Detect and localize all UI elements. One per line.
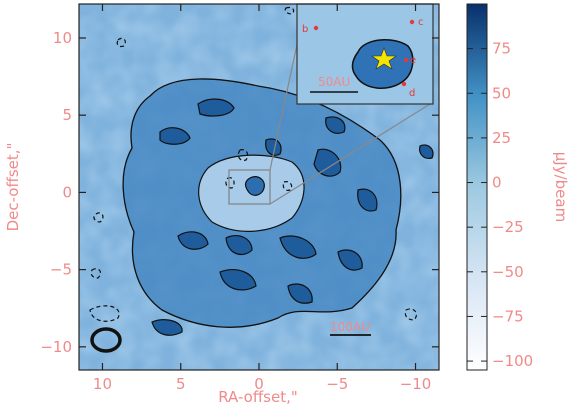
scale-bar-label: 100AU: [330, 320, 370, 334]
x-tick-label: −5: [326, 375, 348, 393]
inset-point-c: [409, 19, 415, 25]
inset-label-b: b: [302, 24, 308, 35]
x-tick-label: −10: [400, 375, 432, 393]
colorbar-gradient: [466, 3, 488, 371]
negative-contours: [89, 6, 418, 322]
zoom-box: [228, 169, 271, 205]
inset-scale-label: 50AU: [318, 75, 350, 89]
colorbar-tick-label: 50: [492, 84, 511, 102]
x-tick-label: 10: [93, 375, 112, 393]
colorbar-tick-label: 75: [492, 40, 511, 58]
colorbar-title: μJy/beam: [552, 152, 570, 222]
y-axis-title: Dec-offset,": [4, 143, 22, 232]
inset-label-d: d: [409, 88, 415, 99]
inset-panel: b c e d 50AU: [296, 3, 434, 105]
star-marker: [371, 47, 397, 70]
zoom-connector-top: [269, 39, 299, 171]
y-tick-label: 0: [62, 183, 72, 201]
inset-point-b: [313, 25, 319, 31]
colorbar-tick-label: −50: [492, 263, 524, 281]
beam-ellipse: [90, 327, 122, 353]
central-source: [244, 176, 265, 196]
inset-label-e: e: [410, 55, 416, 66]
y-tick-label: −10: [40, 338, 72, 356]
x-axis-title: RA-offset,": [218, 388, 298, 406]
axis-ticks: 10 5 0 −5 −10 10 5 0 −5 −10: [40, 4, 439, 393]
colorbar-tick-label: 25: [492, 129, 511, 147]
x-tick-label: 0: [254, 375, 264, 393]
colorbar-ticks: 75 50 25 0 −25 −50 −75 −100: [467, 40, 533, 370]
zoom-connector-bottom: [269, 103, 431, 205]
colorbar: 75 50 25 0 −25 −50 −75 −100 μJy/beam: [466, 3, 570, 371]
emission-clumps: [151, 98, 434, 336]
inset-label-c: c: [418, 17, 424, 28]
colorbar-tick-label: −100: [492, 352, 533, 370]
inset-point-d: [401, 81, 407, 87]
colorbar-tick-label: −25: [492, 218, 524, 236]
inset-point-e: [403, 57, 409, 63]
y-tick-label: −5: [50, 261, 72, 279]
colorbar-tick-label: −75: [492, 307, 524, 325]
colorbar-tick-label: 0: [492, 174, 502, 192]
y-tick-label: 10: [53, 29, 72, 47]
x-tick-label: 5: [176, 375, 186, 393]
y-tick-label: 5: [62, 106, 72, 124]
